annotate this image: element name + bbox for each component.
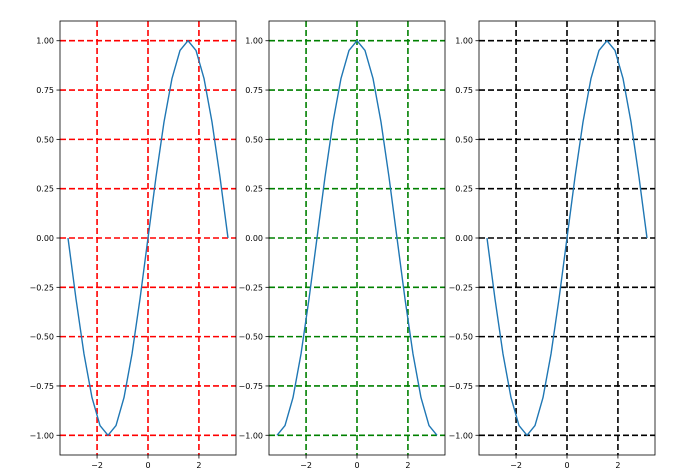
y-tick-label: −0.50 — [29, 333, 54, 342]
y-tick-label: 0.00 — [455, 234, 473, 243]
x-tick-label: 2 — [196, 461, 201, 470]
y-tick-label: 0.50 — [455, 135, 473, 144]
y-tick-label: −1.00 — [238, 431, 263, 440]
y-tick-label: −1.00 — [29, 431, 54, 440]
x-tick-label: 0 — [145, 461, 150, 470]
y-tick-label: −1.00 — [448, 431, 473, 440]
x-tick-label: 0 — [564, 461, 569, 470]
y-tick-label: −0.75 — [29, 382, 54, 391]
y-tick-label: −0.50 — [448, 333, 473, 342]
y-tick-label: −0.25 — [448, 283, 473, 292]
y-tick-label: −0.75 — [238, 382, 263, 391]
x-tick-label: −2 — [300, 461, 312, 470]
y-tick-label: 0.25 — [455, 185, 473, 194]
x-tick-label: 2 — [615, 461, 620, 470]
subplot-3: −1.00 −0.75 −0.50 −0.25 0.00 0.25 0.50 0.75 1.00… — [448, 20, 656, 470]
subplot-2: −1.00 −0.75 −0.50 −0.25 0.00 0.25 0.50 0.75 1.00… — [238, 20, 446, 470]
y-tick-label: 1.00 — [36, 37, 54, 46]
y-tick-label: 0.75 — [455, 86, 473, 95]
y-tick-label: 1.00 — [455, 37, 473, 46]
y-tick-label: −0.25 — [29, 283, 54, 292]
y-tick-label: 1.00 — [245, 37, 263, 46]
y-tick-label: 0.75 — [36, 86, 54, 95]
y-tick-label: 0.50 — [36, 135, 54, 144]
subplot-1: −1.00 −0.75 −0.50 −0.25 0.00 0.25 0.50 0.75 1.00… — [29, 20, 237, 470]
y-tick-label: −0.50 — [238, 333, 263, 342]
series-line-1 — [67, 40, 229, 436]
y-tick-label: −0.25 — [238, 283, 263, 292]
x-tick-label: 2 — [405, 461, 410, 470]
y-tick-label: 0.75 — [245, 86, 263, 95]
y-tick-label: −0.75 — [448, 382, 473, 391]
y-tick-label: 0.25 — [36, 185, 54, 194]
series-line-1 — [486, 40, 648, 436]
x-tick-label: −2 — [91, 461, 103, 470]
y-tick-label: 0.50 — [245, 135, 263, 144]
y-tick-label: 0.25 — [245, 185, 263, 194]
x-tick-label: −2 — [510, 461, 522, 470]
y-tick-label: 0.00 — [245, 234, 263, 243]
series-line-1 — [276, 40, 438, 436]
x-tick-label: 0 — [354, 461, 359, 470]
y-tick-label: 0.00 — [36, 234, 54, 243]
